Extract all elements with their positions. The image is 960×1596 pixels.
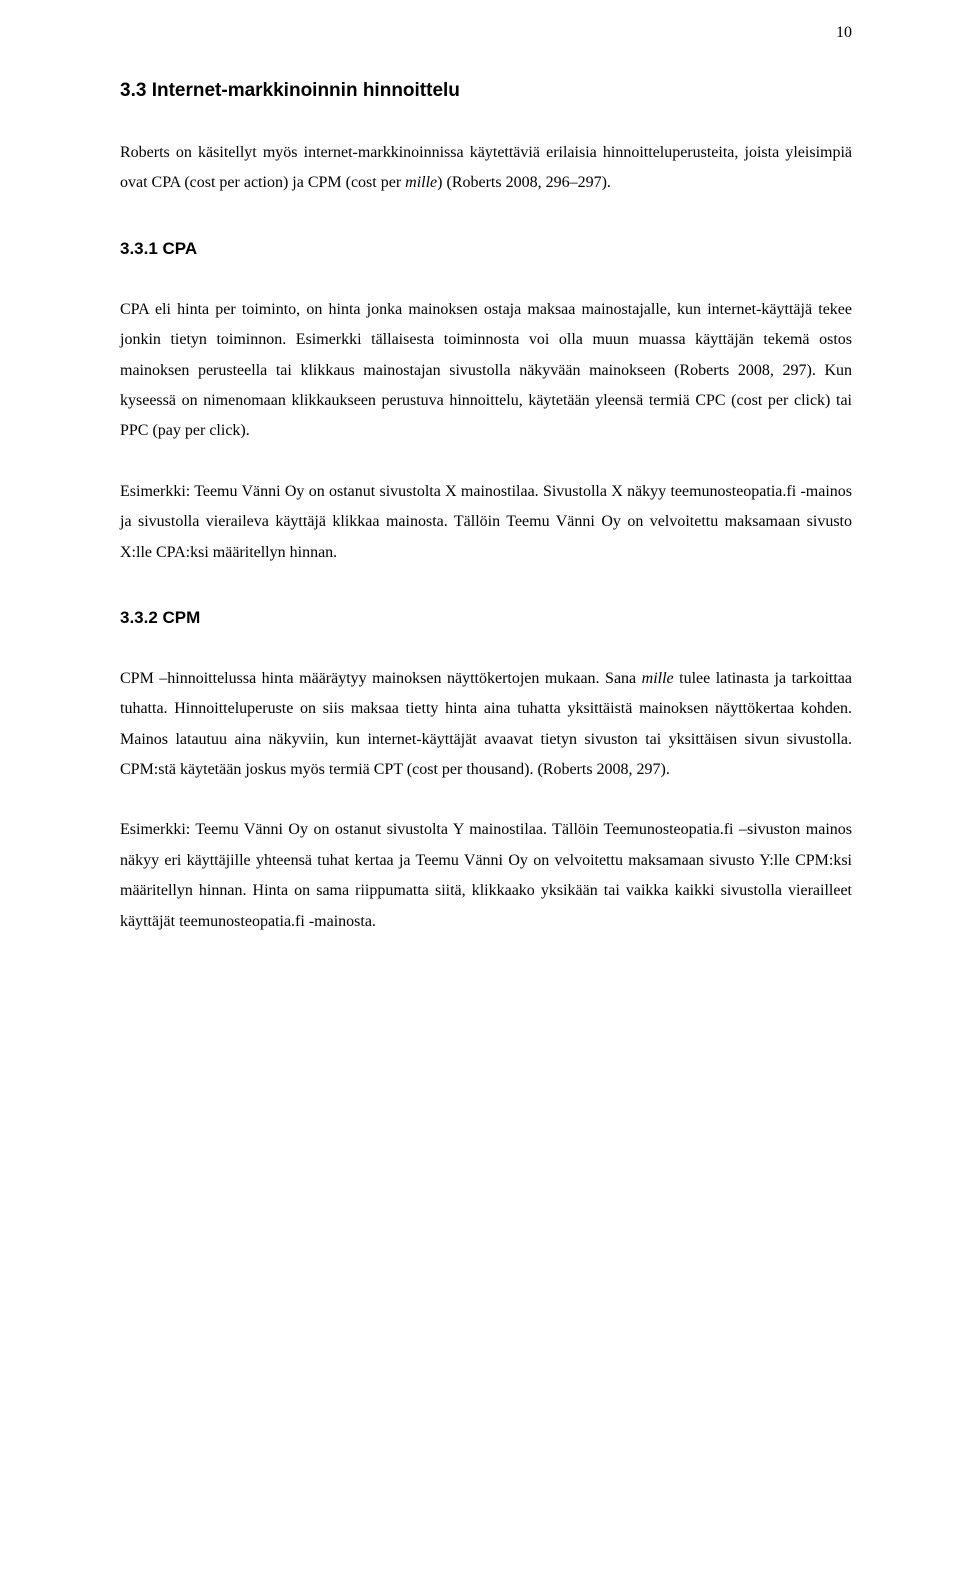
para-intro-italic: mille: [405, 174, 437, 191]
para-intro-b: ) (Roberts 2008, 296–297).: [437, 174, 611, 191]
heading-3-3: 3.3 Internet-markkinoinnin hinnoittelu: [120, 80, 852, 102]
para-cpm-def: CPM –hinnoittelussa hinta määräytyy main…: [120, 664, 852, 786]
para-cpa-example: Esimerkki: Teemu Vänni Oy on ostanut siv…: [120, 477, 852, 568]
para-intro: Roberts on käsitellyt myös internet-mark…: [120, 138, 852, 199]
para-cpa-def: CPA eli hinta per toiminto, on hinta jon…: [120, 295, 852, 447]
heading-3-3-2: 3.3.2 CPM: [120, 608, 852, 628]
para-cpm-example: Esimerkki: Teemu Vänni Oy on ostanut siv…: [120, 815, 852, 937]
page-number: 10: [836, 24, 852, 42]
para-cpm-def-italic: mille: [642, 670, 674, 687]
para-cpm-def-a: CPM –hinnoittelussa hinta määräytyy main…: [120, 670, 642, 687]
heading-3-3-1: 3.3.1 CPA: [120, 239, 852, 259]
